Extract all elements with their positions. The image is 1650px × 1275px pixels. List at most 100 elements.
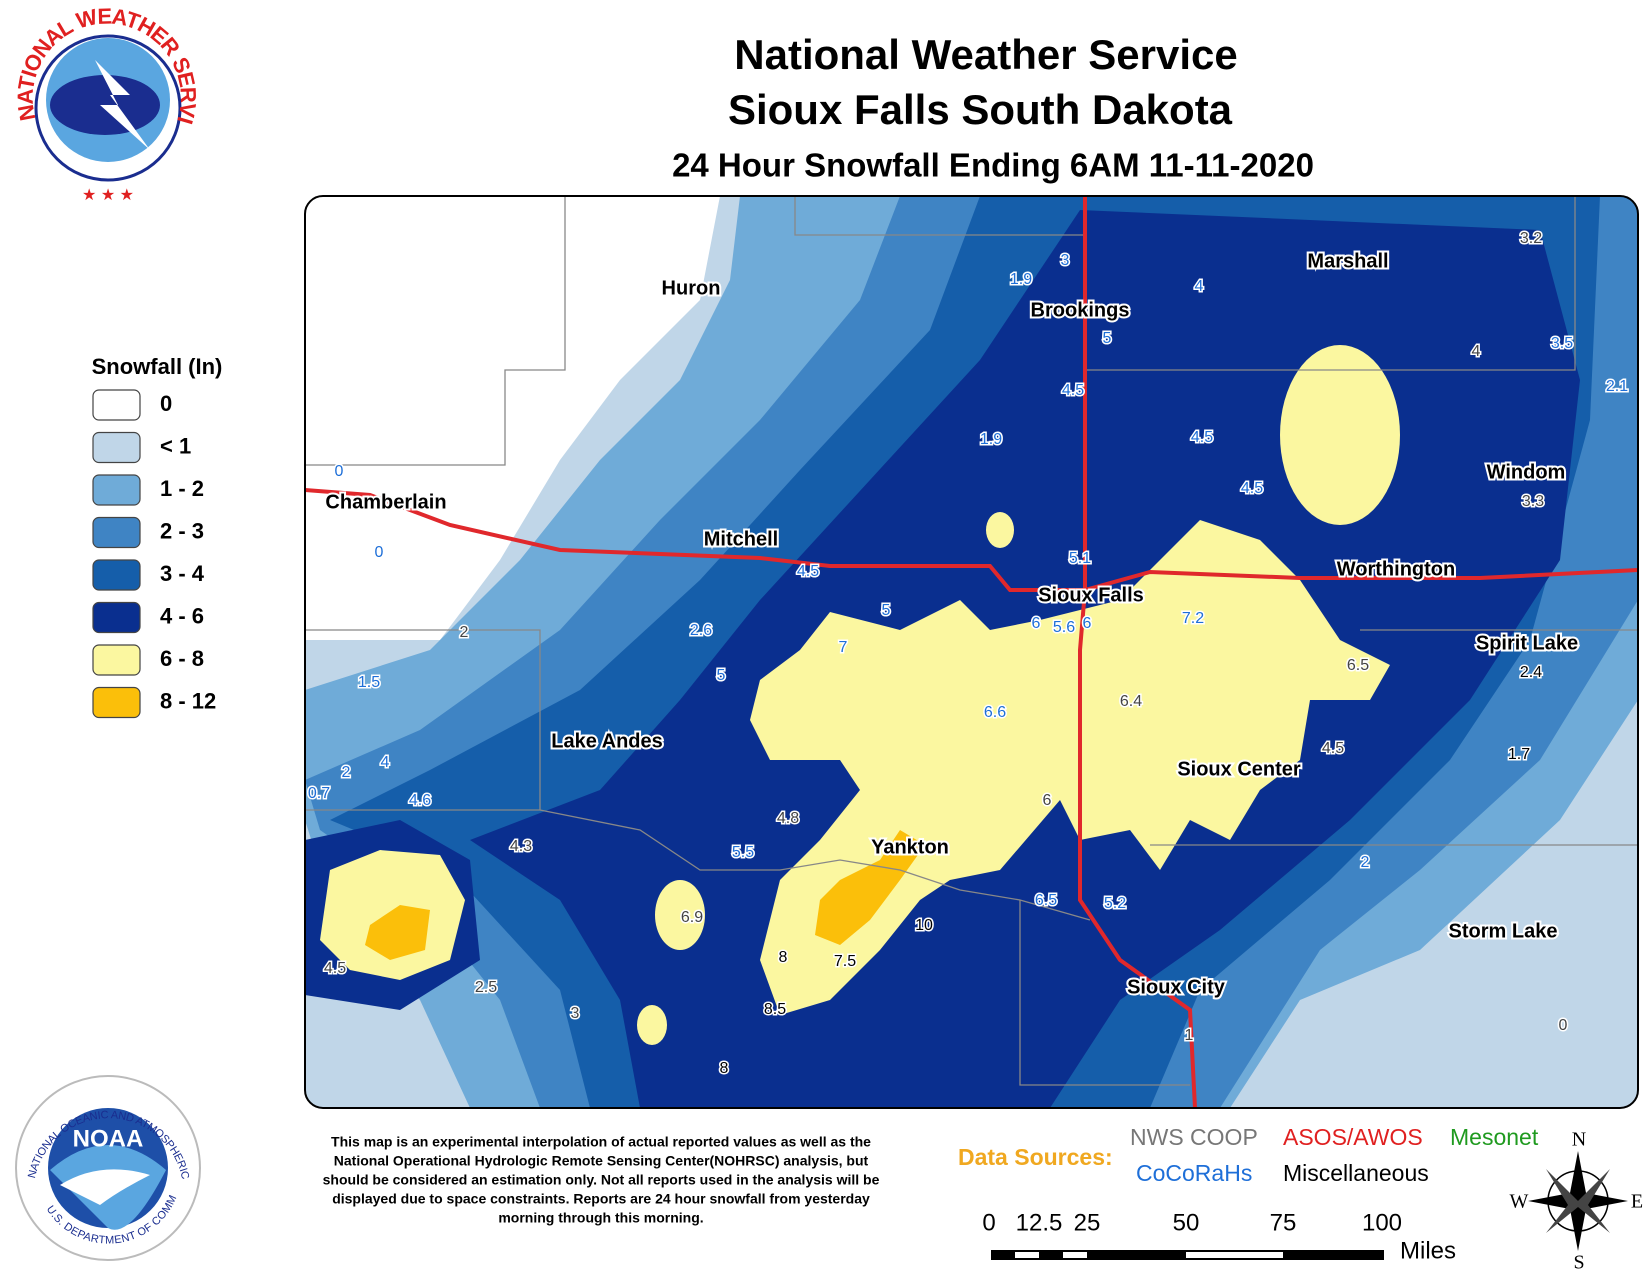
snowfall-report: 6.6 xyxy=(984,704,1006,721)
snowfall-report: 4.8 xyxy=(777,810,799,827)
snowfall-report: 2.1 xyxy=(1606,378,1628,395)
city-label: Huron xyxy=(662,277,721,299)
snowfall-report: 1.9 xyxy=(980,431,1002,448)
legend-swatch xyxy=(92,431,141,464)
snowfall-report: 5.6 xyxy=(1053,619,1075,636)
snowfall-report: 8 xyxy=(720,1060,729,1077)
snowfall-report: 6 xyxy=(1083,615,1092,632)
legend-label: 1 - 2 xyxy=(160,476,204,501)
snowfall-report: 2 xyxy=(342,764,351,781)
scale-tick-label: 75 xyxy=(1270,1209,1297,1236)
city-label: Chamberlain xyxy=(325,491,446,513)
map-labels: Huron Brookings Marshall Windom Chamberlain M… xyxy=(306,229,1629,1079)
source-mesonet: Mesonet xyxy=(1450,1124,1539,1150)
source-nws-coop: NWS COOP xyxy=(1130,1124,1258,1150)
snowfall-report: 7.2 xyxy=(1182,610,1204,627)
scale-tick-label: 12.5 xyxy=(1016,1209,1063,1236)
city-label: Sioux City xyxy=(1127,976,1226,998)
snowfall-report: 1.5 xyxy=(358,674,380,691)
snowfall-report: 2 xyxy=(460,624,469,641)
snowfall-report: 5 xyxy=(882,602,891,619)
scale-labels: Miles 0 12.5 25 50 75 100 xyxy=(982,1209,1456,1264)
snowfall-report: 3 xyxy=(1061,252,1070,269)
snowfall-report: 0 xyxy=(375,544,384,561)
snowfall-report: 6 xyxy=(1043,792,1052,809)
disclaimer-line: should be considered an estimation only.… xyxy=(323,1172,880,1188)
title: National Weather Service xyxy=(734,31,1237,78)
disclaimer-line: This map is an experimental interpolatio… xyxy=(331,1134,871,1150)
scale-tick-label: 100 xyxy=(1362,1209,1402,1236)
legend: Snowfall (In) 0 < 1 1 - 2 2 - 3 3 - 4 4 - 6 6 … xyxy=(92,354,223,719)
snowfall-report: 5.1 xyxy=(1069,550,1091,567)
snowfall-report: 4.5 xyxy=(797,563,819,580)
legend-swatch xyxy=(92,389,141,421)
snowfall-report: 3.3 xyxy=(1522,493,1544,510)
snowfall-report: 4 xyxy=(1195,278,1204,295)
compass-w: W xyxy=(1510,1191,1529,1213)
data-sources-title: Data Sources: xyxy=(958,1144,1113,1170)
snowfall-report: 6.4 xyxy=(1120,693,1142,710)
legend-label: 4 - 6 xyxy=(160,603,204,628)
snowfall-report: 10 xyxy=(915,917,933,934)
snowfall-report: 6 xyxy=(1032,615,1041,632)
legend-title: Snowfall (In) xyxy=(92,354,223,379)
snowfall-report: 3.2 xyxy=(1520,230,1542,247)
snowfall-report: 0.7 xyxy=(308,785,330,802)
legend-label: < 1 xyxy=(160,433,191,458)
legend-swatch xyxy=(92,601,141,634)
compass-s: S xyxy=(1573,1252,1584,1274)
source-misc: Miscellaneous xyxy=(1283,1160,1429,1186)
snowfall-report: 2.5 xyxy=(475,979,497,996)
disclaimer-line: morning through this morning. xyxy=(498,1210,703,1226)
city-label: Sioux Center xyxy=(1177,758,1301,780)
legend-swatch xyxy=(92,516,141,549)
scale-tick-label: 50 xyxy=(1173,1209,1200,1236)
snowfall-report: 8 xyxy=(779,949,788,966)
svg-text:★ ★ ★: ★ ★ ★ xyxy=(82,187,134,204)
legend-swatch xyxy=(92,644,141,676)
snowfall-report: 7 xyxy=(839,639,848,656)
snowfall-report: 1.7 xyxy=(1508,746,1530,763)
map xyxy=(305,196,1638,1108)
legend-label: 6 - 8 xyxy=(160,646,204,671)
snowfall-report: 1 xyxy=(1185,1027,1194,1044)
source-asos: ASOS/AWOS xyxy=(1283,1124,1423,1150)
snowfall-report: 4 xyxy=(381,754,390,771)
snowfall-report: 4.5 xyxy=(1062,382,1084,399)
legend-swatch xyxy=(92,686,141,719)
disclaimer-line: National Operational Hydrologic Remote S… xyxy=(334,1153,869,1169)
snowfall-report: 1.9 xyxy=(1010,271,1032,288)
snowfall-report: 2 xyxy=(1361,854,1370,871)
scale-tick-label: 25 xyxy=(1074,1209,1101,1236)
city-label: Marshall xyxy=(1307,250,1388,272)
noaa-text: NOAA xyxy=(73,1125,144,1152)
snowfall-report: 0 xyxy=(1559,1017,1568,1034)
snowfall-report: 2.6 xyxy=(690,622,712,639)
city-label: Worthington xyxy=(1337,558,1455,580)
scale-bar xyxy=(991,1250,1384,1260)
source-cocorahs: CoCoRaHs xyxy=(1136,1160,1252,1186)
legend-label: 0 xyxy=(160,391,172,416)
snowfall-report: 4.5 xyxy=(1241,480,1263,497)
snowfall-report: 5.2 xyxy=(1104,895,1126,912)
legend-label: 3 - 4 xyxy=(160,561,205,586)
city-label: Storm Lake xyxy=(1449,920,1558,942)
city-label: Windom xyxy=(1487,461,1566,483)
map-frame xyxy=(304,195,1639,1109)
snowfall-report: 0 xyxy=(335,463,344,480)
snowfall-report: 3.5 xyxy=(1551,335,1573,352)
disclaimer-line: displayed due to space constraints. Repo… xyxy=(332,1191,870,1207)
snowfall-report: 5.5 xyxy=(732,844,754,861)
legend-label: 8 - 12 xyxy=(160,688,216,713)
snowfall-report: 6.5 xyxy=(1035,892,1057,909)
snowfall-report: 4.6 xyxy=(409,792,431,809)
snowfall-report: 7.5 xyxy=(834,953,856,970)
snowfall-report: 2.4 xyxy=(1520,664,1542,681)
disclaimer: This map is an experimental interpolatio… xyxy=(323,1134,880,1226)
snowfall-report: 6.9 xyxy=(681,909,703,926)
city-label: Lake Andes xyxy=(551,730,663,752)
city-label: Mitchell xyxy=(704,528,778,550)
snowfall-report: 4.5 xyxy=(1322,740,1344,757)
legend-label: 2 - 3 xyxy=(160,518,204,543)
compass: N E S W xyxy=(1510,1129,1644,1274)
